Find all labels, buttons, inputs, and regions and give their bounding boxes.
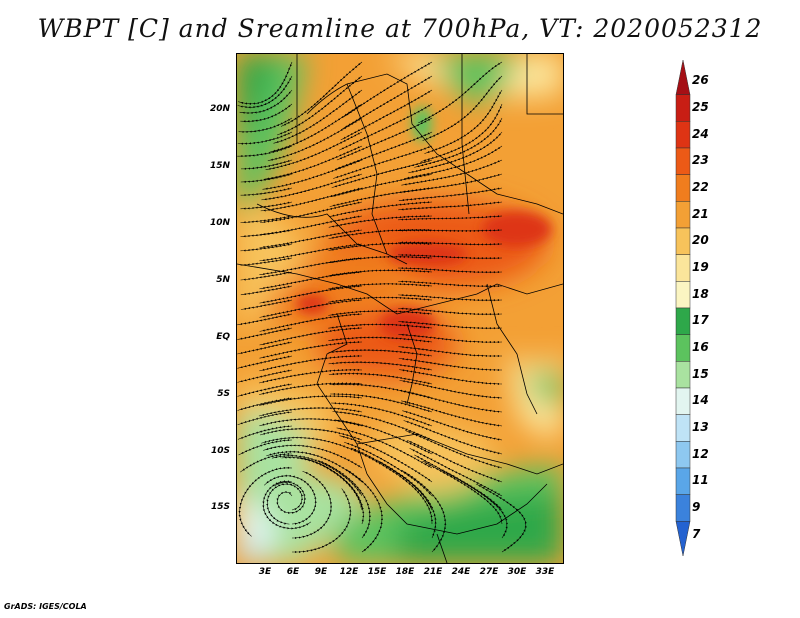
- streamline: [398, 294, 503, 302]
- map-plot: [236, 53, 564, 564]
- colorbar-label-17: 17: [692, 313, 709, 328]
- colorbar-label-21: 21: [692, 206, 709, 221]
- streamline: [398, 215, 503, 221]
- colorbar-label-9: 9: [692, 500, 701, 514]
- colorbar-label-26: 26: [692, 73, 709, 88]
- streamline: [475, 483, 527, 553]
- lat-label-15n: 15N: [209, 161, 230, 171]
- streamline: [401, 469, 447, 553]
- colorbar-label-7: 7: [692, 526, 701, 541]
- lon-label-33e: 33E: [535, 567, 555, 577]
- colorbar: [675, 59, 691, 557]
- streamline: [398, 346, 502, 358]
- lat-label-20n: 20N: [209, 104, 230, 114]
- streamline: [398, 307, 503, 316]
- colorbar-swatch-24: [675, 121, 691, 149]
- colorbar-swatch-16: [675, 334, 691, 362]
- lon-label-15e: 15E: [367, 567, 387, 577]
- colorbar-label-23: 23: [692, 153, 709, 168]
- colorbar-swatch-14: [675, 387, 691, 415]
- map-canvas: [237, 54, 563, 563]
- lon-label-3e: 3E: [258, 567, 272, 577]
- colorbar-swatch-25: [675, 94, 691, 122]
- colorbar-label-19: 19: [692, 260, 709, 274]
- lon-label-27e: 27E: [479, 567, 499, 577]
- streamline: [398, 333, 503, 344]
- colorbar-swatch-19: [675, 254, 691, 282]
- colorbar-swatch-23: [675, 147, 691, 175]
- streamline: [398, 320, 503, 330]
- streamline: [398, 187, 503, 202]
- colorbar-label-12: 12: [692, 446, 709, 461]
- colorbar-swatch-26: [675, 59, 691, 95]
- streamline: [398, 280, 503, 288]
- colorbar-swatch-17: [675, 307, 691, 335]
- streamline: [398, 201, 503, 211]
- lon-label-30e: 30E: [507, 567, 527, 577]
- lat-label-15s: 15S: [210, 502, 230, 512]
- lon-label-24e: 24E: [451, 567, 471, 577]
- streamline: [345, 469, 384, 553]
- lat-label-10s: 10S: [210, 446, 230, 456]
- streamline: [397, 229, 503, 233]
- colorbar-label-13: 13: [692, 420, 709, 434]
- lon-label-18e: 18E: [395, 567, 415, 577]
- lat-label-5n: 5N: [216, 275, 230, 285]
- colorbar-swatch-7: [675, 521, 691, 557]
- colorbar-label-22: 22: [692, 180, 709, 194]
- lat-label-5s: 5S: [217, 389, 230, 399]
- chart-title: WBPT [C] and Sreamline at 700hPa, VT: 20…: [37, 14, 763, 43]
- colorbar-swatch-9: [675, 494, 691, 522]
- colorbar-label-14: 14: [692, 393, 709, 408]
- colorbar-swatch-18: [675, 281, 691, 309]
- colorbar-label-20: 20: [692, 233, 709, 248]
- colorbar-label-18: 18: [692, 286, 709, 301]
- lon-label-21e: 21E: [423, 567, 443, 577]
- streamline: [398, 267, 503, 274]
- streamline: [259, 340, 363, 359]
- lat-label-eq: EQ: [216, 332, 230, 342]
- colorbar-label-15: 15: [692, 366, 709, 381]
- colorbar-label-24: 24: [692, 126, 709, 141]
- colorbar-label-16: 16: [692, 340, 709, 354]
- streamlines: [237, 61, 527, 554]
- lon-label-12e: 12E: [339, 567, 359, 577]
- grads-credit: GrADS: IGES/COLA: [4, 602, 87, 611]
- colorbar-swatch-11: [675, 467, 691, 495]
- colorbar-label-25: 25: [692, 100, 709, 114]
- lat-label-10n: 10N: [209, 218, 230, 228]
- colorbar-swatch-21: [675, 201, 691, 229]
- colorbar-label-11: 11: [692, 473, 709, 488]
- colorbar-swatch-15: [675, 361, 691, 389]
- lon-label-6e: 6E: [286, 567, 300, 577]
- colorbar-swatch-20: [675, 227, 691, 255]
- colorbar-swatch-12: [675, 441, 691, 469]
- colorbar-swatch-13: [675, 414, 691, 442]
- colorbar-swatch-22: [675, 174, 691, 202]
- streamline: [398, 253, 503, 260]
- streamline: [397, 241, 503, 246]
- lon-label-9e: 9E: [314, 567, 328, 577]
